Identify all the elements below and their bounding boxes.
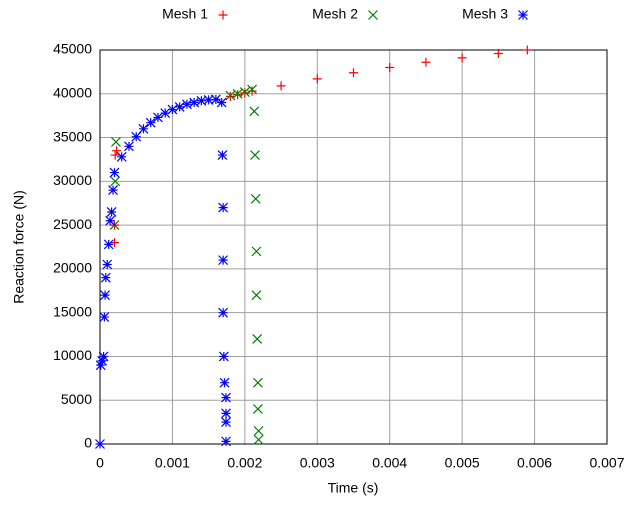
point bbox=[385, 63, 395, 73]
y-tick-label: 30000 bbox=[53, 172, 92, 188]
point bbox=[174, 101, 185, 112]
point bbox=[219, 377, 230, 388]
point bbox=[233, 90, 243, 100]
point bbox=[105, 215, 116, 226]
point bbox=[196, 95, 207, 106]
point bbox=[111, 137, 121, 147]
point bbox=[218, 202, 229, 213]
point bbox=[250, 193, 261, 204]
point bbox=[100, 272, 111, 283]
y-tick-label: 0 bbox=[84, 435, 92, 451]
y-tick-label: 15000 bbox=[53, 303, 92, 319]
legend-marker bbox=[518, 10, 528, 20]
legend-label: Mesh 2 bbox=[312, 6, 358, 22]
x-tick-label: 0.006 bbox=[517, 455, 552, 471]
point bbox=[493, 49, 503, 59]
point bbox=[218, 351, 229, 362]
point bbox=[221, 408, 231, 419]
y-tick-label: 5000 bbox=[61, 391, 92, 407]
point bbox=[251, 246, 262, 257]
legend-label: Mesh 1 bbox=[162, 6, 208, 22]
point bbox=[349, 68, 358, 78]
legend-marker bbox=[368, 10, 378, 20]
x-tick-label: 0.005 bbox=[445, 455, 480, 471]
y-tick-label: 10000 bbox=[53, 347, 92, 363]
y-axis-label: Reaction force (N) bbox=[11, 190, 27, 304]
point bbox=[167, 104, 178, 115]
point bbox=[145, 117, 156, 128]
y-tick-label: 40000 bbox=[53, 84, 92, 100]
point bbox=[138, 123, 149, 134]
x-tick-label: 0.004 bbox=[372, 455, 407, 471]
point bbox=[103, 239, 114, 250]
point bbox=[239, 87, 250, 97]
y-tick-label: 20000 bbox=[53, 260, 92, 276]
point bbox=[217, 150, 228, 160]
point bbox=[203, 94, 214, 105]
point bbox=[253, 434, 264, 445]
point bbox=[252, 404, 263, 414]
y-tick-label: 45000 bbox=[53, 41, 92, 57]
point bbox=[109, 238, 119, 248]
point bbox=[98, 351, 109, 362]
point bbox=[276, 81, 286, 91]
point bbox=[99, 312, 110, 322]
point bbox=[247, 86, 257, 96]
point bbox=[225, 91, 235, 101]
point bbox=[218, 255, 229, 266]
point bbox=[247, 84, 258, 95]
point bbox=[97, 355, 108, 366]
point bbox=[189, 97, 200, 108]
point bbox=[457, 53, 467, 63]
point bbox=[153, 112, 163, 123]
x-axis-label: Time (s) bbox=[328, 480, 379, 496]
point bbox=[221, 436, 231, 447]
x-tick-label: 0.002 bbox=[227, 455, 262, 471]
point bbox=[110, 176, 121, 187]
point bbox=[131, 131, 142, 142]
point bbox=[210, 94, 221, 105]
point bbox=[249, 106, 260, 117]
point bbox=[160, 108, 171, 118]
point bbox=[312, 74, 322, 84]
point bbox=[108, 185, 118, 196]
point bbox=[221, 392, 231, 403]
point bbox=[116, 151, 127, 162]
point bbox=[522, 45, 532, 55]
x-tick-label: 0.001 bbox=[155, 455, 190, 471]
point bbox=[221, 417, 231, 428]
point bbox=[106, 207, 117, 217]
plot-frame bbox=[99, 49, 608, 445]
point bbox=[95, 439, 105, 449]
x-tick-label: 0 bbox=[96, 455, 104, 471]
y-tick-label: 35000 bbox=[53, 128, 92, 144]
legend-label: Mesh 3 bbox=[462, 6, 508, 22]
point bbox=[216, 97, 227, 108]
point bbox=[252, 377, 263, 388]
point bbox=[102, 259, 113, 270]
point bbox=[109, 167, 120, 178]
point bbox=[181, 99, 192, 110]
point bbox=[124, 141, 134, 152]
x-tick-label: 0.007 bbox=[589, 455, 624, 471]
point bbox=[421, 57, 431, 67]
x-tick-label: 0.003 bbox=[300, 455, 335, 471]
point bbox=[112, 146, 122, 156]
legend-marker bbox=[218, 10, 228, 20]
point bbox=[251, 290, 262, 301]
y-tick-label: 25000 bbox=[53, 216, 92, 232]
point bbox=[218, 307, 229, 318]
point bbox=[250, 150, 260, 160]
point bbox=[100, 290, 110, 301]
point bbox=[253, 425, 264, 436]
point bbox=[95, 360, 106, 371]
point bbox=[110, 150, 120, 160]
point bbox=[252, 334, 263, 344]
